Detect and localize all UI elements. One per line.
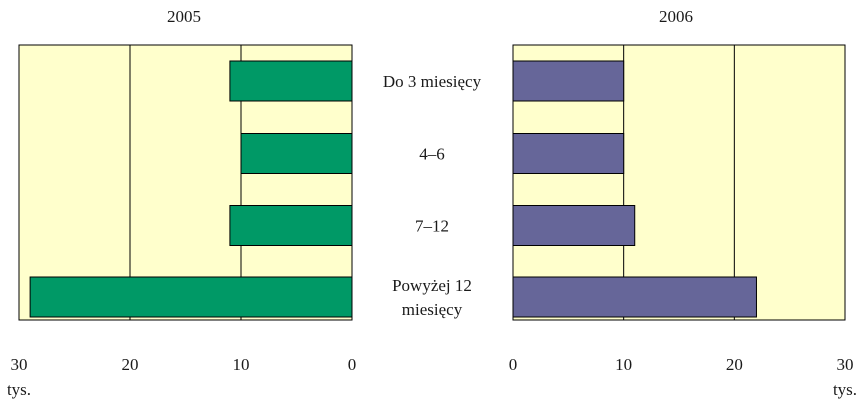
category-label-0: Do 3 miesięcy bbox=[383, 72, 482, 91]
bar-2005-3 bbox=[29, 276, 353, 318]
bar-2006-3 bbox=[512, 276, 757, 318]
plot-frame-2005 bbox=[18, 44, 353, 321]
chart-panel-2006: 2006 0 10 20 30 tys. bbox=[509, 7, 857, 399]
bar-2006-2 bbox=[512, 205, 636, 246]
bar-2006-1 bbox=[512, 133, 625, 174]
unit-label-2005: tys. bbox=[7, 380, 31, 399]
tick-label-2005-20: 20 bbox=[122, 355, 139, 374]
tick-label-2005-10: 10 bbox=[233, 355, 250, 374]
bar-2006-0 bbox=[512, 60, 625, 102]
tick-label-2006-10: 10 bbox=[615, 355, 632, 374]
category-label-2: 7–12 bbox=[415, 217, 449, 236]
tick-label-2006-0: 0 bbox=[509, 355, 518, 374]
bar-2005-0 bbox=[229, 60, 353, 102]
bar-2005-2 bbox=[229, 205, 353, 246]
category-label-3: Powyżej 12 miesięcy bbox=[392, 276, 472, 319]
category-label-line: Powyżej 12 bbox=[392, 276, 472, 295]
chart-title-2005: 2005 bbox=[167, 7, 201, 26]
tick-label-2005-30: 30 bbox=[11, 355, 28, 374]
tick-label-2005-0: 0 bbox=[348, 355, 357, 374]
category-label-1: 4–6 bbox=[419, 145, 445, 164]
category-label-line: 4–6 bbox=[419, 145, 445, 164]
chart-title-2006: 2006 bbox=[659, 7, 693, 26]
bar-2005-1 bbox=[240, 133, 353, 174]
category-label-line: Do 3 miesięcy bbox=[383, 72, 482, 91]
tick-label-2006-20: 20 bbox=[726, 355, 743, 374]
chart-panel-2005: 2005 30 20 10 0 tys. bbox=[7, 7, 356, 399]
category-labels: Do 3 miesięcy 4–6 7–12 Powyżej 12 miesięcy bbox=[383, 72, 482, 319]
category-label-line: 7–12 bbox=[415, 217, 449, 236]
plot-frame-2006 bbox=[512, 44, 846, 321]
unit-label-2006: tys. bbox=[833, 380, 857, 399]
tick-label-2006-30: 30 bbox=[837, 355, 854, 374]
category-label-line: miesięcy bbox=[402, 300, 463, 319]
